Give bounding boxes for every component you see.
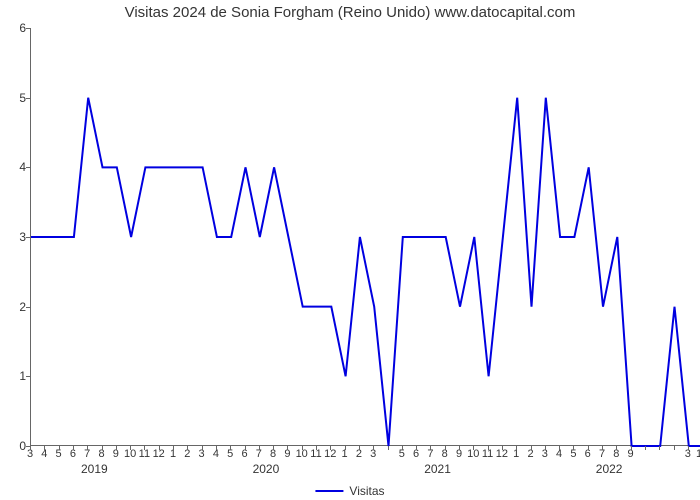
x-tick-mark	[44, 446, 45, 450]
chart-title: Visitas 2024 de Sonia Forgham (Reino Uni…	[0, 4, 700, 21]
x-tick-mark	[430, 446, 431, 450]
x-tick-mark	[273, 446, 274, 450]
x-tick-mark	[330, 446, 331, 450]
x-tick-mark	[187, 446, 188, 450]
x-tick-mark	[316, 446, 317, 450]
y-tick-label: 3	[19, 230, 26, 244]
x-tick-mark	[573, 446, 574, 450]
x-tick-mark	[259, 446, 260, 450]
x-tick-mark	[173, 446, 174, 450]
x-tick-mark	[659, 446, 660, 450]
x-tick-mark	[202, 446, 203, 450]
x-tick-mark	[87, 446, 88, 450]
x-tick-mark	[545, 446, 546, 450]
x-tick-mark	[116, 446, 117, 450]
x-tick-mark	[473, 446, 474, 450]
x-tick-mark	[502, 446, 503, 450]
x-tick-mark	[245, 446, 246, 450]
x-tick-mark	[287, 446, 288, 450]
y-tick-label: 4	[19, 160, 26, 174]
x-tick-mark	[602, 446, 603, 450]
x-tick-mark	[373, 446, 374, 450]
x-tick-mark	[302, 446, 303, 450]
x-tick-mark	[674, 446, 675, 450]
x-tick-mark	[588, 446, 589, 450]
x-tick-mark	[73, 446, 74, 450]
year-label: 2019	[81, 462, 108, 476]
legend-label: Visitas	[349, 484, 384, 498]
x-tick-mark	[416, 446, 417, 450]
x-tick-mark	[402, 446, 403, 450]
year-label: 2021	[424, 462, 451, 476]
x-tick-mark	[30, 446, 31, 450]
y-tick-label: 5	[19, 91, 26, 105]
x-tick-mark	[631, 446, 632, 450]
y-tick-mark	[26, 28, 30, 29]
y-tick-label: 1	[19, 369, 26, 383]
year-label: 2020	[253, 462, 280, 476]
year-label: 2022	[596, 462, 623, 476]
chart-container: Visitas 2024 de Sonia Forgham (Reino Uni…	[0, 0, 700, 500]
x-tick-mark	[345, 446, 346, 450]
x-tick-mark	[488, 446, 489, 450]
x-tick-mark	[102, 446, 103, 450]
x-tick-mark	[230, 446, 231, 450]
x-tick-mark	[59, 446, 60, 450]
line-series	[31, 28, 690, 445]
x-tick-mark	[688, 446, 689, 450]
x-tick-mark	[388, 446, 389, 450]
x-tick-mark	[159, 446, 160, 450]
y-tick-label: 6	[19, 21, 26, 35]
x-tick-mark	[144, 446, 145, 450]
y-tick-label: 0	[19, 439, 26, 453]
y-tick-mark	[26, 307, 30, 308]
y-tick-mark	[26, 98, 30, 99]
y-tick-mark	[26, 167, 30, 168]
x-tick-mark	[516, 446, 517, 450]
y-tick-mark	[26, 376, 30, 377]
x-tick-mark	[216, 446, 217, 450]
x-tick-mark	[559, 446, 560, 450]
x-tick-mark	[445, 446, 446, 450]
x-tick-mark	[459, 446, 460, 450]
x-tick-mark	[130, 446, 131, 450]
plot-area	[30, 28, 690, 446]
chart-legend: Visitas	[315, 484, 384, 498]
y-tick-mark	[26, 237, 30, 238]
y-tick-label: 2	[19, 300, 26, 314]
legend-swatch	[315, 490, 343, 492]
x-tick-label: 10	[696, 448, 700, 460]
x-tick-mark	[531, 446, 532, 450]
x-tick-mark	[359, 446, 360, 450]
x-tick-mark	[616, 446, 617, 450]
x-tick-mark	[645, 446, 646, 450]
